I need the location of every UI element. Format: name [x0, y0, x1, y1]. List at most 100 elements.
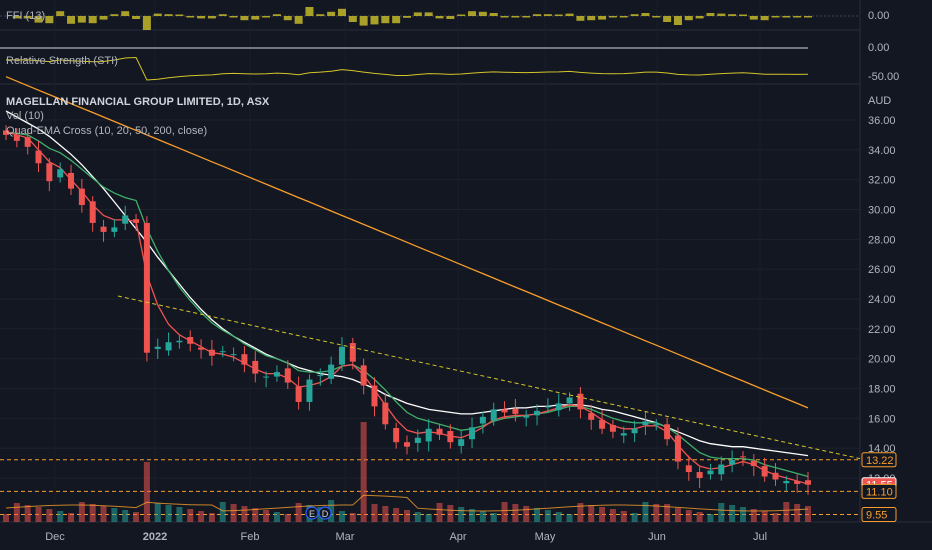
ffi-bar: [652, 16, 661, 18]
y-tick-label: 22.00: [868, 324, 896, 336]
candle-body: [241, 354, 248, 365]
ffi-bar: [305, 7, 314, 16]
candle-body: [371, 385, 378, 407]
ffi-bar: [262, 16, 271, 18]
ffi-bar: [749, 16, 758, 20]
candle-body: [295, 386, 302, 402]
candle-body: [718, 464, 725, 475]
candle-body: [458, 439, 465, 446]
ffi-bar: [56, 11, 65, 16]
candle-body: [750, 460, 757, 467]
ffi-bar: [435, 16, 444, 19]
ffi-bar: [45, 16, 54, 24]
volume-bar: [176, 507, 183, 522]
volume-bar: [479, 511, 486, 522]
volume-bar: [198, 511, 205, 522]
ffi-bar: [630, 14, 639, 16]
volume-bar: [534, 508, 541, 522]
ffi-bar: [121, 11, 130, 16]
ffi-bar: [565, 13, 574, 16]
volume-bar: [685, 510, 692, 522]
candle-body: [739, 456, 746, 458]
trendline: [117, 295, 861, 460]
volume-bar: [469, 509, 476, 522]
volume-bar: [100, 506, 107, 522]
volume-bar: [414, 512, 421, 522]
candle-body: [68, 172, 75, 189]
volume-bar: [57, 511, 64, 522]
ffi-zero-tick: 0.00: [868, 10, 890, 22]
y-tick-label: 30.00: [868, 205, 896, 217]
price-tag-box: [861, 452, 897, 468]
x-tick-label: Apr: [449, 531, 466, 543]
x-tick-label: Feb: [241, 531, 260, 543]
volume-bar: [273, 512, 280, 522]
ffi-bar: [728, 14, 737, 16]
candle-body: [685, 465, 692, 473]
volume-bar: [24, 505, 31, 522]
candles: [3, 125, 811, 495]
ffi-bar: [337, 8, 346, 16]
volume-bar: [696, 512, 703, 522]
candle-body: [35, 150, 42, 164]
candle-body: [555, 403, 562, 411]
volume-bar: [143, 462, 150, 522]
ffi-bar: [793, 16, 802, 18]
volume-bar: [555, 512, 562, 522]
x-tick-label: May: [535, 531, 556, 543]
candle-body: [252, 360, 259, 374]
volume-bar: [208, 513, 215, 522]
ffi-bar: [34, 16, 43, 23]
ffi-bar: [695, 16, 704, 19]
ffi-bar: [641, 13, 650, 16]
ffi-pane: [0, 7, 860, 30]
ffi-bar: [370, 16, 379, 25]
candle-body: [577, 393, 584, 410]
ffi-bar: [771, 16, 780, 18]
ffi-bar: [359, 16, 368, 26]
volume-bar: [360, 422, 367, 522]
grid: [0, 0, 932, 523]
candle-body: [534, 410, 541, 416]
candle-body: [599, 419, 606, 429]
candle-body: [349, 343, 356, 362]
candle-body: [544, 406, 551, 408]
candle-body: [317, 375, 324, 377]
price-tag-label: 9.55: [866, 510, 887, 522]
sti-zero-tick: 0.00: [868, 42, 890, 54]
volume-bar: [68, 513, 75, 522]
volume-bar: [252, 508, 259, 522]
candle-body: [805, 480, 811, 485]
candle-body: [187, 337, 194, 344]
candle-body: [111, 227, 118, 232]
trendline-dashed: [117, 295, 861, 460]
ffi-bar: [153, 13, 162, 16]
volume-bar: [707, 514, 714, 522]
ffi-bar: [99, 16, 108, 20]
ffi-bar: [175, 14, 184, 16]
candle-body: [620, 433, 627, 436]
candle-body: [512, 408, 519, 414]
x-tick-label: 2022: [143, 531, 167, 543]
volume-bar: [3, 514, 9, 522]
event-marker: [305, 506, 319, 520]
volume-bar: [46, 509, 53, 522]
currency-label: AUD: [868, 95, 892, 107]
volume-bar: [219, 502, 226, 522]
y-tick-label: 20.00: [868, 354, 896, 366]
volume-bar: [122, 510, 129, 522]
ffi-bar: [283, 16, 292, 21]
ffi-bar: [738, 14, 747, 16]
x-tick-label: Mar: [336, 531, 355, 543]
volume-bar: [187, 509, 194, 522]
candle-body: [165, 342, 172, 351]
y-tick-label: 26.00: [868, 264, 896, 276]
candle-body: [306, 379, 313, 402]
event-marker-label: D: [322, 509, 329, 519]
candle-body: [783, 480, 790, 484]
y-tick-label: 34.00: [868, 145, 896, 157]
volume-bar: [512, 504, 519, 522]
ffi-bar: [12, 16, 21, 19]
volume-bar: [89, 504, 96, 522]
